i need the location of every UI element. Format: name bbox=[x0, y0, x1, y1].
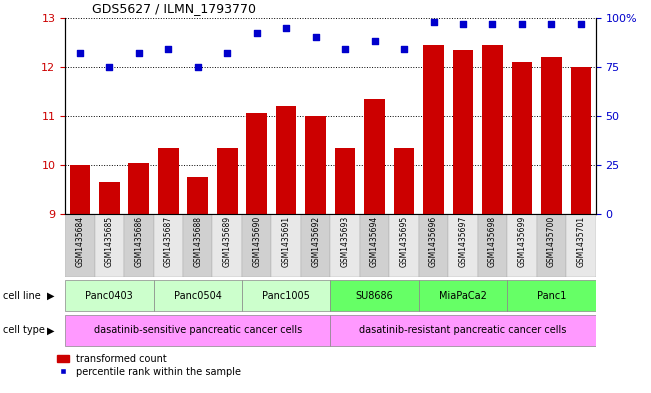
Bar bbox=[94, 214, 124, 277]
Bar bbox=[507, 280, 596, 311]
Bar bbox=[65, 280, 154, 311]
Point bbox=[488, 20, 498, 27]
Bar bbox=[452, 50, 473, 214]
Point bbox=[340, 46, 350, 52]
Text: MiaPaCa2: MiaPaCa2 bbox=[439, 291, 487, 301]
Text: dasatinib-sensitive pancreatic cancer cells: dasatinib-sensitive pancreatic cancer ce… bbox=[94, 325, 302, 335]
Text: GSM1435692: GSM1435692 bbox=[311, 216, 320, 267]
Text: SU8686: SU8686 bbox=[355, 291, 393, 301]
Text: cell type: cell type bbox=[3, 325, 45, 335]
Text: cell line: cell line bbox=[3, 291, 41, 301]
Point bbox=[546, 20, 557, 27]
Bar bbox=[536, 214, 566, 277]
Point bbox=[458, 20, 468, 27]
Text: GSM1435691: GSM1435691 bbox=[282, 216, 290, 267]
Text: Panc0403: Panc0403 bbox=[85, 291, 133, 301]
Text: Panc1005: Panc1005 bbox=[262, 291, 310, 301]
Bar bbox=[154, 280, 242, 311]
Text: GSM1435697: GSM1435697 bbox=[458, 216, 467, 267]
Text: GSM1435696: GSM1435696 bbox=[429, 216, 438, 267]
Bar bbox=[246, 114, 267, 214]
Text: Panc1: Panc1 bbox=[537, 291, 566, 301]
Bar bbox=[301, 214, 330, 277]
Bar bbox=[305, 116, 326, 214]
Bar bbox=[65, 214, 94, 277]
Point bbox=[399, 46, 409, 52]
Point bbox=[517, 20, 527, 27]
Point bbox=[251, 30, 262, 37]
Point bbox=[163, 46, 173, 52]
Bar bbox=[419, 214, 449, 277]
Bar bbox=[389, 214, 419, 277]
Text: dasatinib-resistant pancreatic cancer cells: dasatinib-resistant pancreatic cancer ce… bbox=[359, 325, 567, 335]
Point bbox=[311, 34, 321, 40]
Text: ▶: ▶ bbox=[47, 325, 55, 335]
Bar bbox=[158, 148, 178, 214]
Legend: transformed count, percentile rank within the sample: transformed count, percentile rank withi… bbox=[57, 354, 242, 377]
Bar bbox=[331, 315, 596, 346]
Bar bbox=[478, 214, 507, 277]
Text: GSM1435686: GSM1435686 bbox=[134, 216, 143, 267]
Bar bbox=[124, 214, 154, 277]
Bar bbox=[331, 280, 419, 311]
Text: GSM1435695: GSM1435695 bbox=[400, 216, 409, 267]
Bar bbox=[419, 280, 507, 311]
Text: GSM1435693: GSM1435693 bbox=[340, 216, 350, 267]
Bar bbox=[360, 214, 389, 277]
Bar bbox=[70, 165, 90, 214]
Point bbox=[369, 38, 380, 44]
Text: GSM1435688: GSM1435688 bbox=[193, 216, 202, 267]
Bar bbox=[449, 214, 478, 277]
Point bbox=[133, 50, 144, 56]
Bar bbox=[242, 214, 271, 277]
Text: GSM1435689: GSM1435689 bbox=[223, 216, 232, 267]
Point bbox=[428, 18, 439, 25]
Point bbox=[75, 50, 85, 56]
Bar bbox=[571, 67, 591, 214]
Bar bbox=[335, 148, 355, 214]
Bar bbox=[512, 62, 533, 214]
Bar bbox=[99, 182, 120, 214]
Point bbox=[281, 24, 292, 31]
Point bbox=[193, 64, 203, 70]
Bar bbox=[482, 45, 503, 214]
Text: GSM1435694: GSM1435694 bbox=[370, 216, 379, 267]
Text: GSM1435687: GSM1435687 bbox=[164, 216, 173, 267]
Bar bbox=[217, 148, 238, 214]
Text: GSM1435699: GSM1435699 bbox=[518, 216, 527, 267]
Bar bbox=[423, 45, 444, 214]
Text: Panc0504: Panc0504 bbox=[174, 291, 222, 301]
Point bbox=[575, 20, 586, 27]
Bar bbox=[331, 214, 360, 277]
Text: GSM1435701: GSM1435701 bbox=[576, 216, 585, 267]
Bar bbox=[276, 106, 296, 214]
Point bbox=[222, 50, 232, 56]
Bar bbox=[566, 214, 596, 277]
Point bbox=[104, 64, 115, 70]
Bar bbox=[365, 99, 385, 214]
Text: GDS5627 / ILMN_1793770: GDS5627 / ILMN_1793770 bbox=[92, 2, 256, 15]
Text: ▶: ▶ bbox=[47, 291, 55, 301]
Bar bbox=[65, 315, 331, 346]
Text: GSM1435698: GSM1435698 bbox=[488, 216, 497, 267]
Bar bbox=[187, 177, 208, 214]
Text: GSM1435700: GSM1435700 bbox=[547, 216, 556, 267]
Bar bbox=[212, 214, 242, 277]
Bar bbox=[128, 163, 149, 214]
Text: GSM1435685: GSM1435685 bbox=[105, 216, 114, 267]
Bar bbox=[507, 214, 536, 277]
Bar bbox=[271, 214, 301, 277]
Text: GSM1435684: GSM1435684 bbox=[76, 216, 85, 267]
Bar bbox=[242, 280, 331, 311]
Text: GSM1435690: GSM1435690 bbox=[252, 216, 261, 267]
Bar bbox=[183, 214, 212, 277]
Bar bbox=[541, 57, 562, 214]
Bar bbox=[394, 148, 415, 214]
Bar bbox=[154, 214, 183, 277]
